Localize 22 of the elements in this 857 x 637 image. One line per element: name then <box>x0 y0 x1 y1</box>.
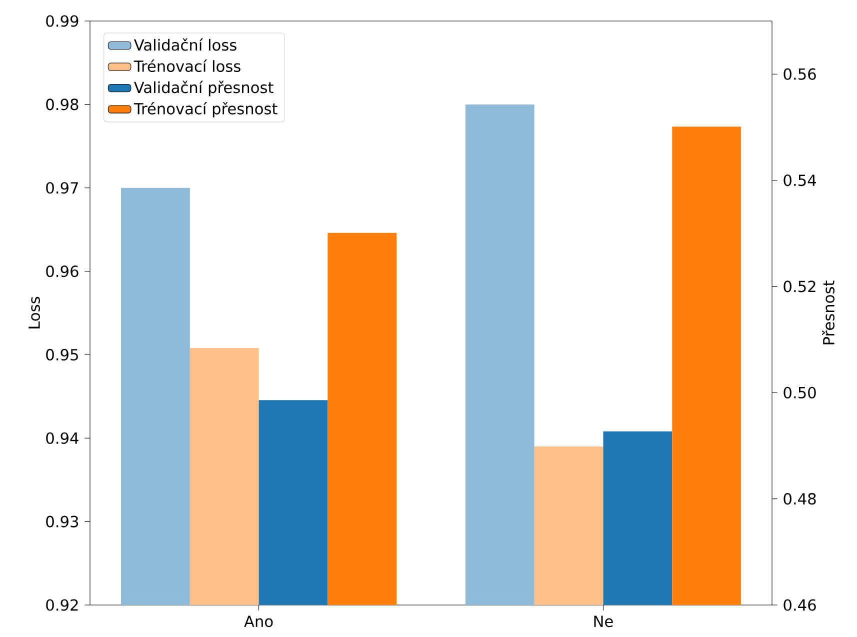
y2-tick-label: 0.52 <box>784 280 816 292</box>
x-tick-label: Ne <box>594 616 613 628</box>
x-tick-label: Ano <box>244 616 273 628</box>
y-tick-label: 0.97 <box>46 182 78 194</box>
y-tick-label: 0.94 <box>46 432 78 444</box>
legend-label: Validační přesnost <box>134 80 274 96</box>
y2-axis-title: Přesnost <box>822 280 834 344</box>
y2-tick-label: 0.50 <box>784 386 816 398</box>
y2-tick-label: 0.46 <box>784 599 816 611</box>
y2-tick-label: 0.54 <box>784 174 816 186</box>
y-tick-label: 0.92 <box>46 599 78 611</box>
y-tick-label: 0.96 <box>46 266 78 278</box>
y-tick-label: 0.99 <box>46 15 78 27</box>
y-tick-label: 0.93 <box>46 516 78 528</box>
legend-label: Trénovací přesnost <box>134 102 278 118</box>
legend-label: Trénovací loss <box>134 60 240 72</box>
y2-tick-label: 0.56 <box>784 68 816 80</box>
y2-tick-label: 0.48 <box>784 493 816 505</box>
y-tick-label: 0.98 <box>46 98 78 110</box>
legend-label: Validační loss <box>134 38 236 51</box>
y-axis-title: Loss <box>28 296 40 328</box>
y-tick-label: 0.95 <box>46 348 78 361</box>
